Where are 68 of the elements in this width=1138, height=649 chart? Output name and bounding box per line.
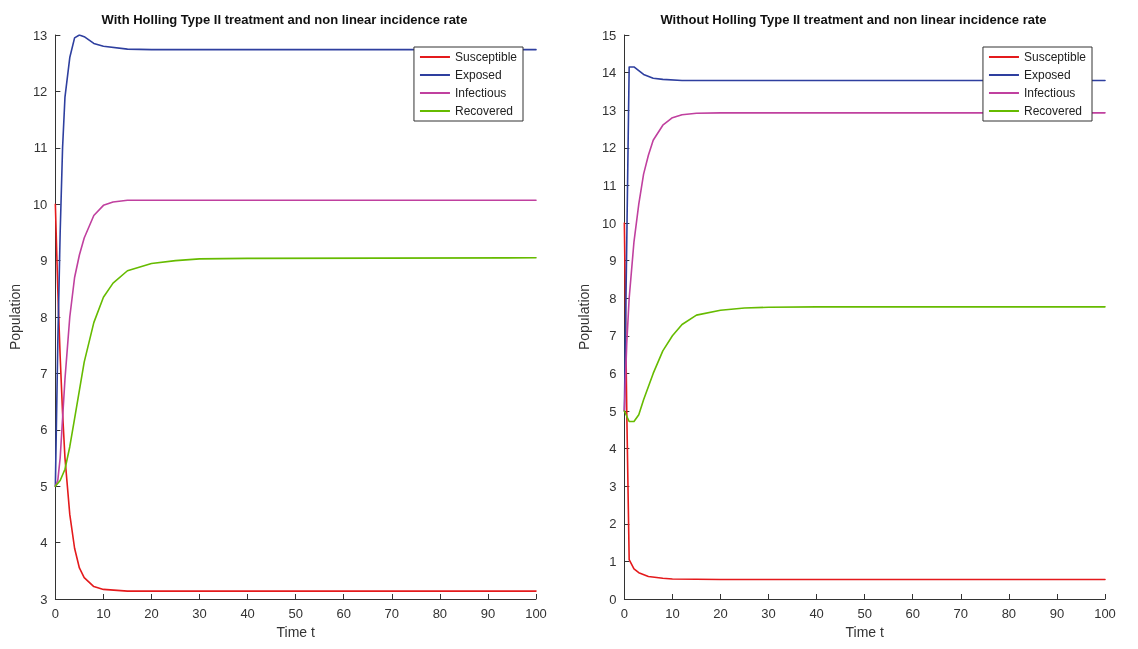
y-tick-label: 9 (40, 253, 48, 269)
x-axis-title: Time t (845, 623, 884, 640)
y-tick-label: 3 (40, 591, 48, 607)
y-tick-label: 4 (40, 535, 48, 551)
x-tick-label: 30 (761, 606, 776, 621)
y-tick-label: 13 (601, 102, 617, 118)
y-tick-label: 5 (40, 478, 48, 494)
y-tick-label: 10 (601, 215, 617, 231)
line-series (623, 222, 1106, 581)
x-tick-label: 100 (525, 606, 547, 621)
x-tick-label: 20 (144, 606, 159, 621)
legend-label: Exposed (454, 68, 502, 82)
line-series (54, 256, 537, 487)
y-tick-label: 0 (609, 591, 617, 607)
y-tick-label: 2 (609, 516, 617, 532)
x-tick-label: 70 (384, 606, 400, 621)
legend-label: Susceptible (1023, 50, 1087, 64)
legend-label: Exposed (1023, 68, 1071, 82)
y-tick-label: 10 (32, 196, 48, 212)
x-axis-title: Time t (276, 623, 315, 640)
y-tick-label: 1 (609, 553, 617, 569)
y-axis-title: Population (7, 283, 23, 351)
legend-label: Susceptible (454, 50, 518, 64)
x-tick-label: 10 (96, 606, 111, 621)
chart-title: With Holling Type II treatment and non linear incidence rate (101, 12, 468, 27)
x-tick-label: 60 (905, 606, 920, 621)
y-tick-label: 15 (601, 27, 617, 43)
y-tick-label: 7 (609, 328, 617, 344)
line-series (623, 306, 1106, 423)
x-tick-label: 50 (288, 606, 303, 621)
x-tick-label: 40 (240, 606, 255, 621)
legend-label: Recovered (1023, 104, 1082, 118)
y-tick-label: 6 (609, 365, 617, 381)
y-tick-label: 8 (40, 309, 48, 325)
x-tick-label: 90 (480, 606, 496, 621)
y-tick-label: 6 (40, 422, 48, 438)
x-tick-label: 40 (809, 606, 824, 621)
y-tick-label: 8 (609, 290, 617, 306)
y-tick-label: 4 (609, 441, 617, 457)
x-tick-label: 20 (713, 606, 728, 621)
x-tick-label: 80 (1001, 606, 1017, 621)
line-series (54, 203, 537, 592)
y-tick-label: 7 (40, 365, 48, 381)
legend-label: Recovered (454, 104, 513, 118)
y-axis-title: Population (576, 283, 592, 351)
legend-label: Infectious (454, 86, 507, 100)
chart-title: Without Holling Type II treatment and non linear incidence rate (660, 12, 1047, 27)
y-tick-label: 14 (601, 65, 617, 81)
x-tick-label: 0 (51, 606, 59, 621)
x-tick-label: 90 (1049, 606, 1065, 621)
x-tick-label: 10 (665, 606, 680, 621)
line-series (54, 199, 537, 487)
y-tick-label: 5 (609, 403, 617, 419)
y-tick-label: 12 (601, 140, 617, 156)
y-tick-label: 11 (33, 140, 48, 156)
x-tick-label: 70 (953, 606, 969, 621)
legend-label: Infectious (1023, 86, 1076, 100)
y-tick-label: 9 (609, 253, 617, 269)
y-tick-label: 12 (32, 83, 48, 99)
x-tick-label: 30 (192, 606, 207, 621)
y-tick-label: 3 (609, 478, 617, 494)
x-tick-label: 60 (336, 606, 351, 621)
x-tick-label: 100 (1094, 606, 1116, 621)
y-tick-label: 11 (602, 177, 617, 193)
x-tick-label: 80 (432, 606, 448, 621)
x-tick-label: 0 (620, 606, 628, 621)
x-tick-label: 50 (857, 606, 872, 621)
y-tick-label: 13 (32, 27, 48, 43)
